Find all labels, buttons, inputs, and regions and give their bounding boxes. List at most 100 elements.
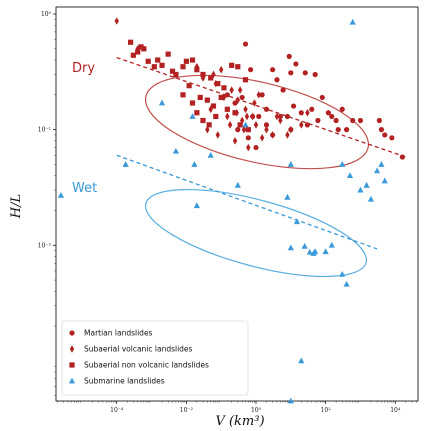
submarine-landslides-point — [234, 181, 241, 188]
subaerial-volcanic-landslides-point — [215, 131, 221, 139]
martian-landslides-point — [399, 154, 405, 160]
submarine-landslides-point — [191, 161, 198, 167]
points-layer — [57, 17, 405, 404]
subaerial-non-volcanic-landslides-point — [200, 117, 206, 124]
submarine-landslides-point — [122, 161, 129, 167]
subaerial-volcanic-landslides-point — [253, 121, 259, 129]
subaerial-non-volcanic-landslides-point — [135, 49, 141, 55]
submarine-landslides-point — [367, 195, 375, 202]
martian-landslides-point — [270, 67, 276, 73]
martian-landslides-point — [382, 132, 388, 138]
y-tick-label: 10⁰ — [41, 11, 52, 18]
submarine-landslides-point — [172, 147, 179, 154]
martian-landslides-point — [329, 113, 335, 120]
subaerial-volcanic-landslides-point — [225, 112, 230, 121]
subaerial-volcanic-landslides-point — [299, 121, 304, 129]
martian-landslides-point — [376, 117, 382, 124]
martian-landslides-point — [302, 70, 308, 76]
subaerial-non-volcanic-landslides-point — [200, 71, 206, 78]
submarine-landslides-point — [306, 248, 313, 255]
subaerial-volcanic-landslides-point — [237, 86, 243, 94]
subaerial-non-volcanic-landslides-point — [169, 68, 176, 74]
martian-landslides-point — [312, 71, 318, 78]
submarine-landslides-point — [242, 121, 249, 128]
subaerial-non-volcanic-landslides-point — [189, 100, 196, 106]
region-label-wet: Wet — [72, 181, 97, 196]
subaerial-volcanic-landslides-point — [227, 121, 233, 129]
submarine-landslides-point — [193, 202, 200, 209]
martian-landslides-point — [248, 67, 254, 73]
legend-marker-martian-landslides — [69, 330, 75, 336]
submarine-landslides-point — [293, 218, 301, 225]
subaerial-non-volcanic-landslides-point — [245, 127, 251, 133]
subaerial-volcanic-landslides-point — [285, 131, 290, 139]
subaerial-volcanic-landslides-point — [218, 65, 224, 74]
submarine-landslides-point — [298, 357, 305, 364]
subaerial-volcanic-landslides-point — [211, 70, 216, 79]
submarine-landslides-point — [328, 241, 335, 248]
x-axis: 10⁻⁴ 10⁻² 10⁰ 10² 10⁴ — [57, 401, 417, 414]
subaerial-non-volcanic-landslides-point — [189, 57, 196, 63]
martian-landslides-point — [315, 117, 321, 124]
y-tick-label: 10⁻² — [38, 242, 52, 249]
martian-landslides-point — [242, 41, 249, 47]
x-tick-label: 10⁻⁴ — [110, 407, 124, 414]
subaerial-volcanic-landslides-point — [244, 112, 250, 121]
subaerial-non-volcanic-landslides-point — [206, 122, 212, 128]
trend-layer — [116, 56, 406, 250]
submarine-landslides-point — [346, 172, 354, 179]
martian-landslides-point — [339, 106, 345, 112]
subaerial-non-volcanic-landslides-point — [183, 58, 189, 64]
submarine-landslides-point — [287, 244, 294, 251]
plot-frame — [55, 6, 419, 402]
martian-landslides-point — [277, 113, 283, 120]
subaerial-volcanic-landslides-point — [274, 112, 280, 121]
martian-landslides-point — [224, 92, 230, 98]
submarine-landslides-point — [339, 270, 346, 277]
submarine-landslides-point — [287, 161, 294, 167]
submarine-landslides-point — [287, 397, 294, 404]
martian-landslides-point — [288, 70, 294, 76]
subaerial-volcanic-landslides-point — [235, 96, 240, 104]
subaerial-non-volcanic-landslides-point — [194, 67, 200, 73]
subaerial-volcanic-landslides-point — [264, 125, 269, 134]
subaerial-volcanic-landslides-point — [114, 17, 119, 25]
subaerial-volcanic-landslides-point — [243, 105, 248, 114]
subaerial-non-volcanic-landslides-point — [186, 83, 192, 89]
submarine-landslides-point — [189, 113, 196, 119]
subaerial-non-volcanic-landslides-point — [127, 39, 134, 45]
martian-landslides-point — [350, 117, 356, 124]
martian-landslides-point — [298, 110, 304, 116]
subaerial-non-volcanic-landslides-point — [235, 64, 241, 70]
submarine-landslides-point — [378, 161, 385, 167]
submarine-landslides-point — [357, 186, 364, 193]
submarine-landslides-point — [207, 151, 214, 158]
martian-landslides-point — [259, 92, 265, 98]
subaerial-non-volcanic-landslides-point — [138, 44, 144, 50]
martian-landslides-point — [263, 106, 270, 112]
legend-label-submarine-landslides: Submarine landslides — [84, 377, 165, 386]
subaerial-volcanic-landslides-point — [288, 125, 294, 134]
subaerial-volcanic-landslides-point — [278, 116, 283, 125]
subaerial-non-volcanic-landslides-point — [197, 94, 203, 101]
submarine-landslides-point — [57, 191, 65, 198]
x-tick-label: 10⁻² — [180, 407, 194, 414]
submarine-landslides-point — [373, 167, 381, 174]
x-tick-label: 10⁴ — [390, 407, 401, 414]
ellipse-layer — [144, 74, 370, 278]
subaerial-non-volcanic-landslides-point — [194, 110, 200, 116]
submarine-landslides-point — [284, 193, 291, 200]
legend-label-subaerial-non-volcanic-landslides: Subaerial non volcanic landslides — [84, 361, 209, 370]
trend-line-dry — [116, 56, 406, 158]
subaerial-volcanic-landslides-point — [256, 91, 261, 99]
submarine-landslides-point — [339, 161, 346, 167]
subaerial-volcanic-landslides-point — [246, 143, 251, 152]
subaerial-non-volcanic-landslides-point — [173, 71, 179, 78]
subaerial-non-volcanic-landslides-point — [180, 64, 186, 70]
legend-marker-subaerial-non-volcanic-landslides — [69, 362, 75, 368]
subaerial-non-volcanic-landslides-point — [242, 77, 249, 83]
martian-landslides-point — [319, 94, 325, 101]
subaerial-non-volcanic-landslides-point — [180, 92, 186, 98]
subaerial-volcanic-landslides-point — [252, 99, 257, 107]
